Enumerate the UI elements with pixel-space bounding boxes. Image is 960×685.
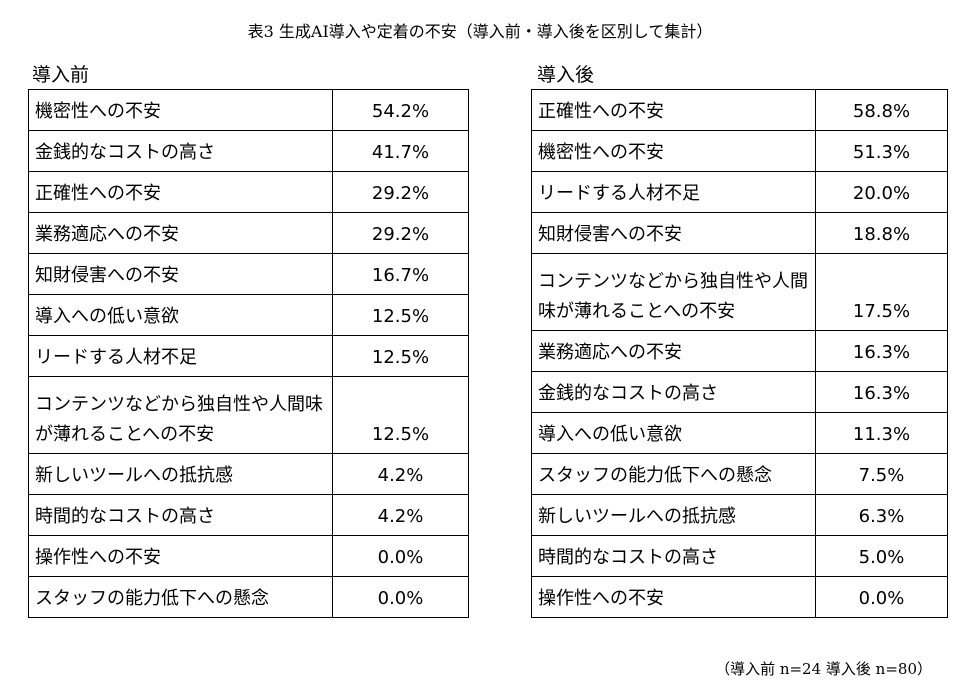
before-percentage-value: 4.2%: [332, 494, 469, 536]
after-table: 正確性への不安 58.8% 機密性への不安 51.3% リードする人材不足 20.0% 知財…: [531, 89, 948, 618]
after-concern-label: コンテンツなどから独自性や人間味が薄れることへの不安: [531, 253, 816, 331]
before-concern-label: コンテンツなどから独自性や人間味が薄れることへの不安: [28, 376, 333, 454]
after-table-row: 金銭的なコストの高さ 16.3%: [531, 371, 948, 413]
before-percentage-value: 41.7%: [332, 130, 469, 172]
before-table-row: 機密性への不安 54.2%: [28, 89, 469, 131]
table-title: 表3 生成AI導入や定着の不安（導入前・導入後を区別して集計）: [247, 22, 713, 41]
before-percentage-value: 0.0%: [332, 576, 469, 618]
after-section-label: 導入後: [537, 64, 595, 86]
before-table-row: コンテンツなどから独自性や人間味が薄れることへの不安 12.5%: [28, 376, 469, 454]
before-percentage-value: 12.5%: [332, 376, 469, 454]
after-concern-label: 新しいツールへの抵抗感: [531, 494, 816, 536]
after-percentage-value: 16.3%: [815, 371, 948, 413]
before-percentage-value: 54.2%: [332, 89, 469, 131]
after-table-row: スタッフの能力低下への懸念 7.5%: [531, 453, 948, 495]
after-table-row: 知財侵害への不安 18.8%: [531, 212, 948, 254]
before-concern-label: 新しいツールへの抵抗感: [28, 453, 333, 495]
after-table-row: 業務適応への不安 16.3%: [531, 330, 948, 372]
before-percentage-value: 16.7%: [332, 253, 469, 295]
before-percentage-value: 12.5%: [332, 294, 469, 336]
after-percentage-value: 20.0%: [815, 171, 948, 213]
before-percentage-value: 4.2%: [332, 453, 469, 495]
before-table-row: リードする人材不足 12.5%: [28, 335, 469, 377]
after-percentage-value: 11.3%: [815, 412, 948, 454]
after-percentage-value: 5.0%: [815, 535, 948, 577]
before-table-row: 操作性への不安 0.0%: [28, 535, 469, 577]
before-concern-label: 導入への低い意欲: [28, 294, 333, 336]
before-concern-label: 機密性への不安: [28, 89, 333, 131]
after-percentage-value: 6.3%: [815, 494, 948, 536]
before-concern-label: リードする人材不足: [28, 335, 333, 377]
before-table-row: 新しいツールへの抵抗感 4.2%: [28, 453, 469, 495]
after-concern-label: 正確性への不安: [531, 89, 816, 131]
after-percentage-value: 51.3%: [815, 130, 948, 172]
after-concern-label: 業務適応への不安: [531, 330, 816, 372]
after-concern-label: 導入への低い意欲: [531, 412, 816, 454]
after-percentage-value: 7.5%: [815, 453, 948, 495]
before-percentage-value: 12.5%: [332, 335, 469, 377]
after-concern-label: 操作性への不安: [531, 576, 816, 618]
before-concern-label: スタッフの能力低下への懸念: [28, 576, 333, 618]
before-concern-label: 業務適応への不安: [28, 212, 333, 254]
after-concern-label: 時間的なコストの高さ: [531, 535, 816, 577]
before-concern-label: 正確性への不安: [28, 171, 333, 213]
after-percentage-value: 16.3%: [815, 330, 948, 372]
before-concern-label: 知財侵害への不安: [28, 253, 333, 295]
sample-size-note: （導入前 n=24 導入後 n=80）: [715, 660, 932, 678]
before-table-body: 機密性への不安 54.2% 金銭的なコストの高さ 41.7% 正確性への不安 29.2% 業…: [28, 89, 469, 618]
after-concern-label: スタッフの能力低下への懸念: [531, 453, 816, 495]
before-concern-label: 金銭的なコストの高さ: [28, 130, 333, 172]
before-section-label: 導入前: [32, 64, 90, 86]
after-table-row: 操作性への不安 0.0%: [531, 576, 948, 618]
after-concern-label: 知財侵害への不安: [531, 212, 816, 254]
before-table-row: 金銭的なコストの高さ 41.7%: [28, 130, 469, 172]
after-percentage-value: 17.5%: [815, 253, 948, 331]
before-table-row: 正確性への不安 29.2%: [28, 171, 469, 213]
after-table-row: 正確性への不安 58.8%: [531, 89, 948, 131]
after-percentage-value: 18.8%: [815, 212, 948, 254]
after-table-row: 新しいツールへの抵抗感 6.3%: [531, 494, 948, 536]
after-concern-label: 金銭的なコストの高さ: [531, 371, 816, 413]
before-table-row: 知財侵害への不安 16.7%: [28, 253, 469, 295]
before-table-row: 導入への低い意欲 12.5%: [28, 294, 469, 336]
before-table-row: 業務適応への不安 29.2%: [28, 212, 469, 254]
before-table-row: スタッフの能力低下への懸念 0.0%: [28, 576, 469, 618]
after-concern-label: リードする人材不足: [531, 171, 816, 213]
before-percentage-value: 0.0%: [332, 535, 469, 577]
after-table-row: リードする人材不足 20.0%: [531, 171, 948, 213]
before-percentage-value: 29.2%: [332, 212, 469, 254]
before-percentage-value: 29.2%: [332, 171, 469, 213]
before-concern-label: 操作性への不安: [28, 535, 333, 577]
after-table-row: 時間的なコストの高さ 5.0%: [531, 535, 948, 577]
before-table: 機密性への不安 54.2% 金銭的なコストの高さ 41.7% 正確性への不安 29.2% 業…: [28, 89, 469, 618]
after-concern-label: 機密性への不安: [531, 130, 816, 172]
after-table-row: コンテンツなどから独自性や人間味が薄れることへの不安 17.5%: [531, 253, 948, 331]
after-table-row: 導入への低い意欲 11.3%: [531, 412, 948, 454]
before-concern-label: 時間的なコストの高さ: [28, 494, 333, 536]
after-table-body: 正確性への不安 58.8% 機密性への不安 51.3% リードする人材不足 20.0% 知財…: [531, 89, 948, 618]
before-table-row: 時間的なコストの高さ 4.2%: [28, 494, 469, 536]
after-table-row: 機密性への不安 51.3%: [531, 130, 948, 172]
after-percentage-value: 58.8%: [815, 89, 948, 131]
after-percentage-value: 0.0%: [815, 576, 948, 618]
